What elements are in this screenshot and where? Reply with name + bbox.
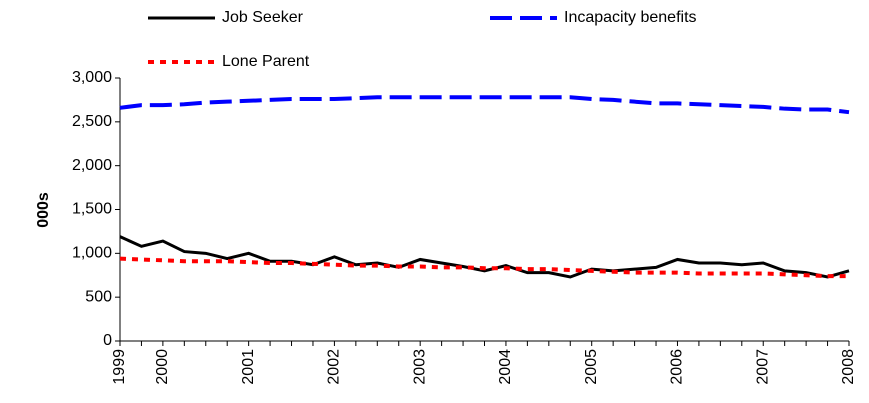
x-tick-label: 1999 [111, 349, 128, 385]
series-line [119, 256, 849, 279]
x-tick-label: 2003 [411, 349, 428, 385]
y-axis-label: 000s [35, 192, 52, 228]
x-tick-label: 2002 [326, 349, 343, 385]
y-tick-label: 500 [85, 288, 112, 305]
y-tick-label: 2,500 [72, 113, 112, 130]
y-tick-label: 0 [103, 332, 112, 349]
x-tick-label: 2006 [669, 349, 686, 385]
x-tick-label: 2007 [754, 349, 771, 385]
x-tick-label: 2001 [240, 349, 257, 385]
x-tick-label: 2005 [583, 349, 600, 385]
x-tick-label: 2000 [154, 349, 171, 385]
x-tick-label: 2004 [497, 349, 514, 385]
x-tick-label: 2008 [840, 349, 857, 385]
y-tick-label: 1,500 [72, 201, 112, 218]
series-line [119, 95, 850, 115]
legend-label: Incapacity benefits [564, 9, 697, 26]
legend-label: Job Seeker [222, 9, 304, 26]
legend-label: Lone Parent [222, 53, 310, 70]
y-tick-label: 2,000 [72, 157, 112, 174]
series-line [119, 235, 850, 279]
y-tick-label: 1,000 [72, 245, 112, 262]
y-tick-label: 3,000 [72, 69, 112, 86]
